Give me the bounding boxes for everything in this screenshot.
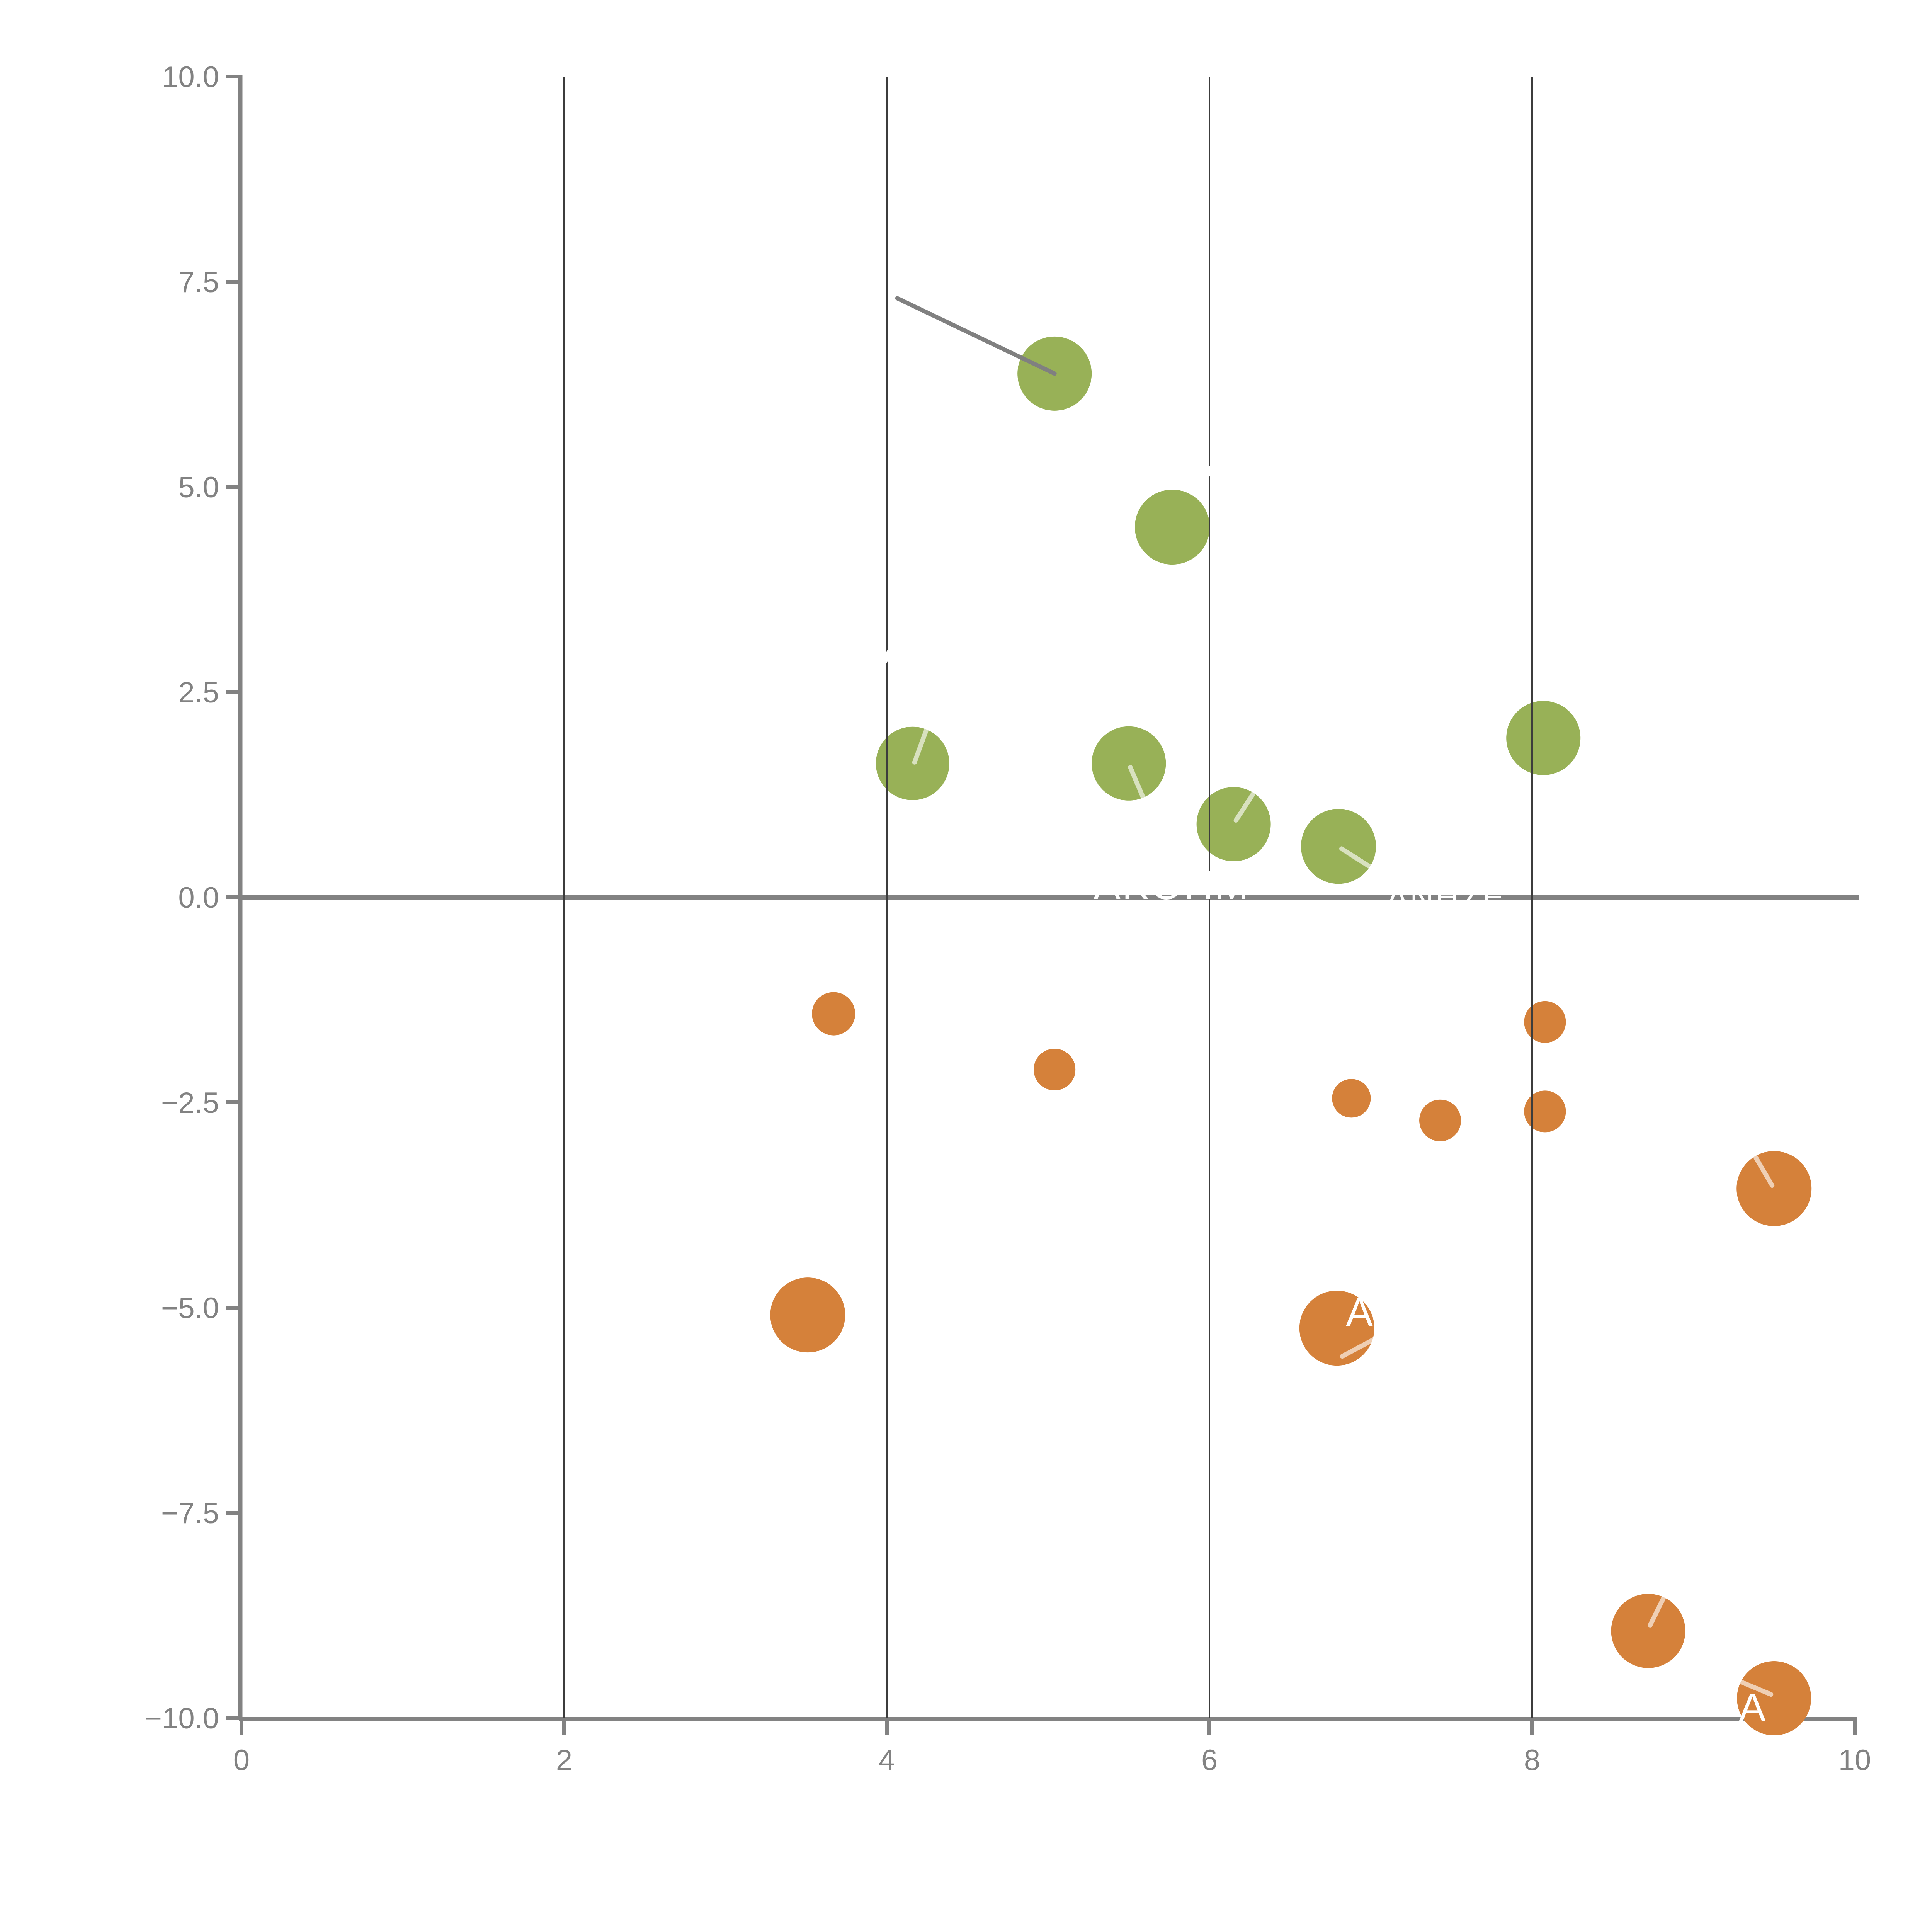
point-label: A [1346, 1290, 1373, 1335]
label-leader-slash [1736, 1679, 1774, 1697]
y-tick-label: 2.5 [178, 676, 219, 709]
gridline-label-fragment [1202, 462, 1216, 482]
point-label: A [1739, 1685, 1766, 1730]
data-point-positive-green [1196, 787, 1271, 861]
data-point-negative-orange [1737, 1661, 1811, 1736]
data-point-negative-orange [1524, 1090, 1566, 1133]
label-leader-slash [1233, 789, 1257, 823]
zero-line-label: ANHZE [1386, 879, 1505, 916]
y-tick-label: −5.0 [161, 1292, 219, 1325]
x-tick-label: 8 [1524, 1744, 1540, 1777]
x-tick-label: 4 [879, 1744, 895, 1777]
label-leader-slash [1648, 1593, 1667, 1628]
data-point-negative-orange [1419, 1099, 1461, 1141]
y-tick-label: 0.0 [178, 881, 219, 914]
y-tick-label: −2.5 [161, 1087, 219, 1119]
data-point-positive-green [1092, 726, 1166, 801]
label-leader-slash [1340, 1337, 1377, 1359]
label-leader-slash [1128, 765, 1146, 801]
data-point-negative-orange [1611, 1594, 1685, 1668]
x-tick-label: 0 [233, 1744, 250, 1777]
data-point-positive-green [1134, 490, 1210, 565]
y-tick-label: 5.0 [178, 471, 219, 504]
data-point-negative-orange [812, 992, 855, 1036]
zero-line-label: AKOHM [1094, 863, 1250, 908]
data-point-negative-orange [1332, 1079, 1371, 1118]
label-leader-slash [1339, 846, 1372, 869]
y-tick-label: 7.5 [178, 266, 219, 299]
label-leader-slash [1752, 1153, 1775, 1188]
data-point-negative-orange [1034, 1049, 1076, 1091]
data-point-negative-orange [1736, 1151, 1812, 1226]
leader-line [895, 296, 1057, 376]
y-tick-label: −7.5 [161, 1497, 219, 1530]
label-leader-slash [912, 725, 930, 765]
y-tick-label: −10.0 [145, 1702, 219, 1735]
data-point-positive-green [1301, 809, 1376, 884]
data-point-negative-orange [770, 1277, 845, 1353]
gridline-label-fragment [879, 649, 892, 671]
data-point-positive-green [1506, 701, 1581, 775]
data-point-negative-orange [1524, 1001, 1566, 1043]
x-tick-label: 10 [1838, 1744, 1871, 1777]
y-tick-label: 10.0 [162, 61, 219, 94]
x-tick-label: 2 [556, 1744, 572, 1777]
x-tick-label: 6 [1201, 1744, 1218, 1777]
